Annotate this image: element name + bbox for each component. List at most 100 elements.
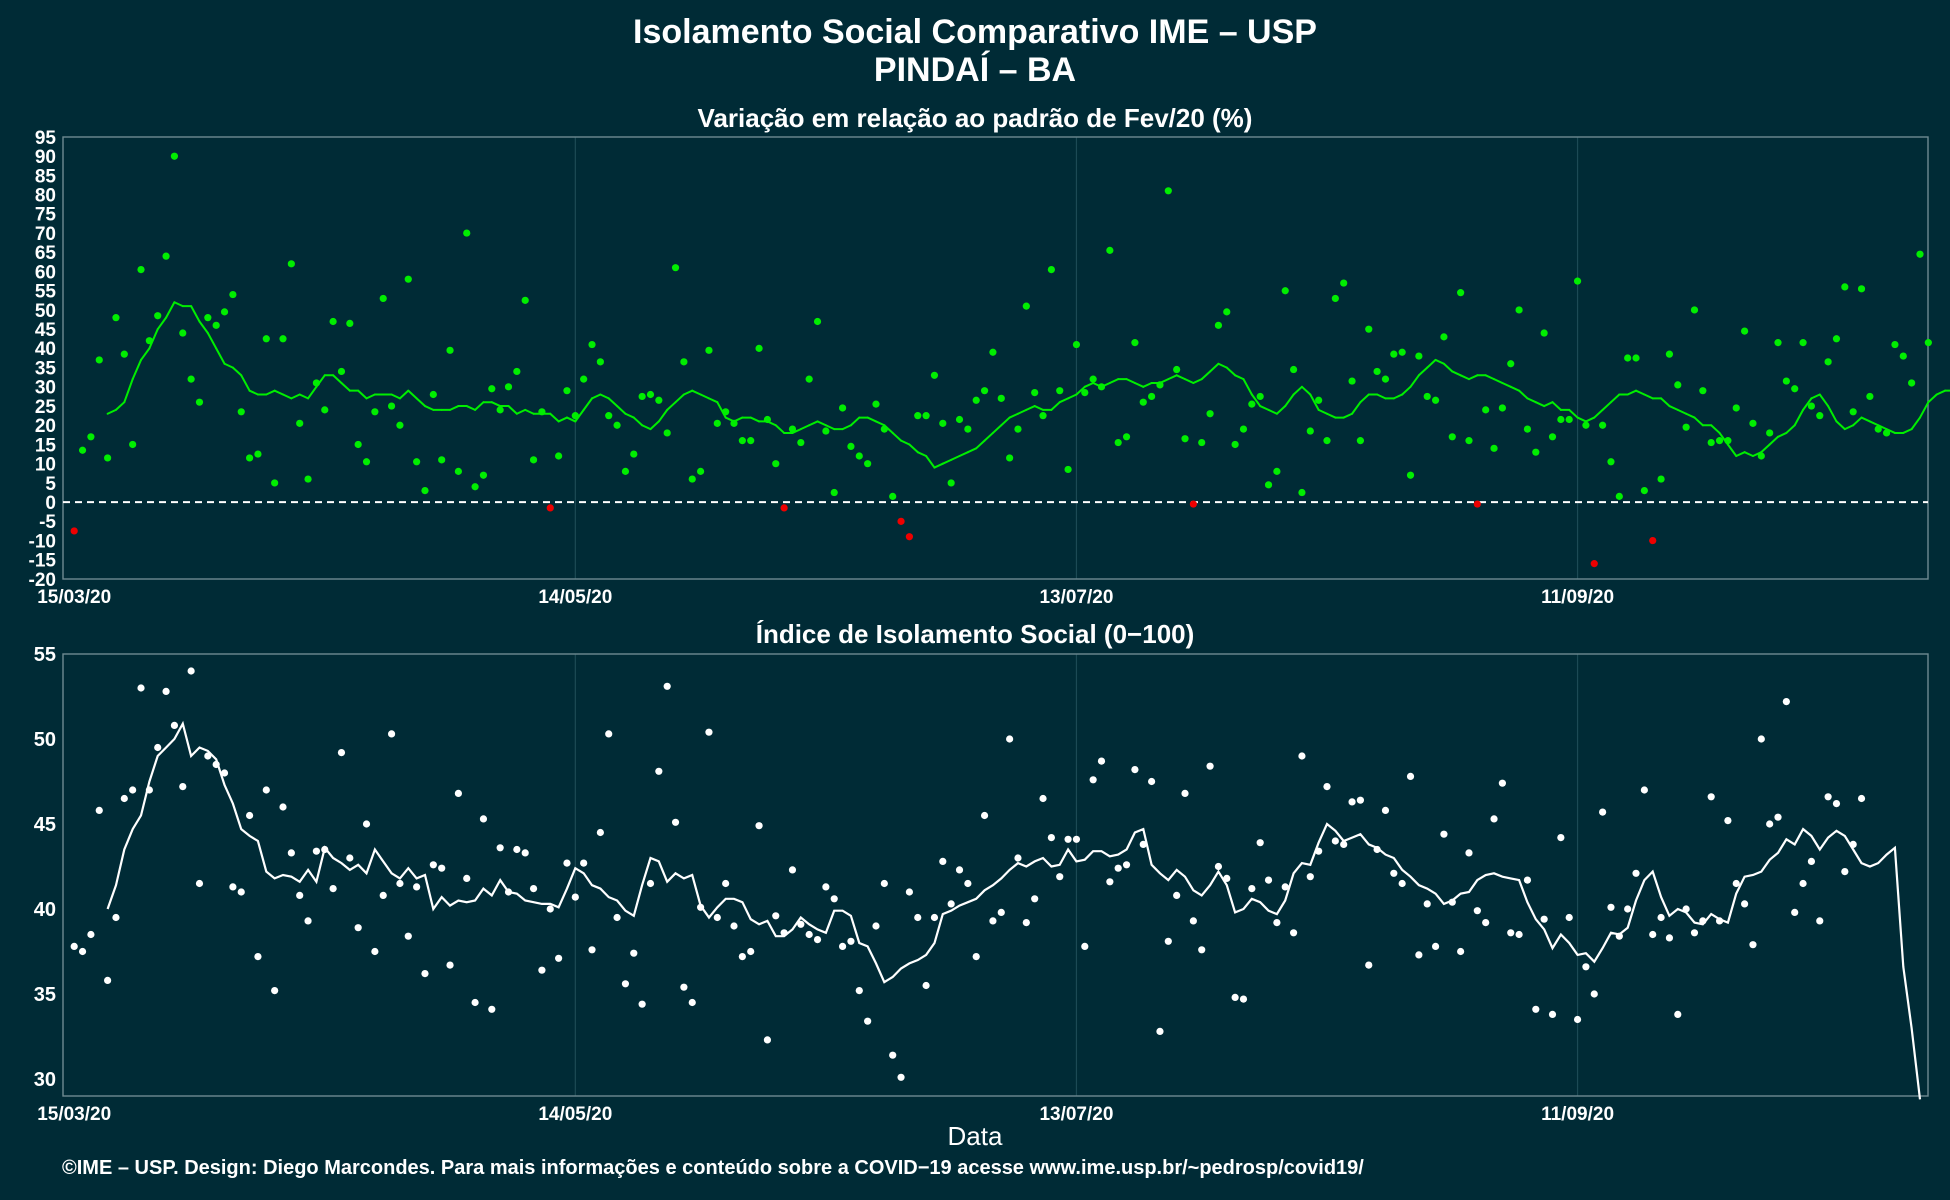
data-point	[1523, 425, 1532, 433]
data-point	[838, 942, 847, 951]
data-point	[1590, 990, 1598, 998]
data-point	[705, 346, 713, 354]
trend-line-segment	[1184, 378, 1195, 384]
data-point	[1832, 800, 1841, 808]
data-point	[1014, 425, 1022, 433]
trend-line-segment	[1918, 401, 1930, 419]
trend-line-segment	[1292, 385, 1303, 396]
data-point	[1632, 354, 1640, 362]
data-point	[1832, 335, 1841, 343]
trend-line-segment	[1827, 405, 1838, 423]
trend-line-segment	[774, 424, 786, 434]
trend-line-segment	[1342, 412, 1354, 419]
data-point	[87, 433, 95, 441]
data-point	[1039, 412, 1047, 420]
data-point	[1122, 861, 1131, 869]
data-point	[254, 953, 262, 961]
y-tick-label: 95	[35, 128, 57, 149]
data-point	[1849, 408, 1857, 416]
data-point	[538, 408, 546, 416]
trend-line-segment	[1710, 424, 1721, 434]
data-point	[1031, 895, 1039, 903]
data-point	[496, 844, 504, 852]
trend-line-segment	[666, 401, 677, 411]
trend-line-segment	[1726, 443, 1738, 458]
data-point	[1256, 392, 1264, 401]
data-point	[730, 419, 738, 427]
x-tick-label: 13/07/20	[1039, 1104, 1113, 1125]
y-tick-label: 10	[35, 455, 56, 476]
data-point	[1615, 932, 1623, 940]
data-point	[914, 913, 922, 922]
data-point	[1106, 246, 1114, 254]
y-tick-label: 25	[35, 397, 57, 418]
data-point	[1340, 840, 1348, 849]
trend-line-segment	[1927, 393, 1938, 404]
data-point	[195, 879, 204, 888]
data-point	[379, 294, 387, 303]
x-tick-label: 11/09/20	[1541, 587, 1614, 608]
data-point	[204, 752, 212, 760]
trend-line-segment	[1075, 385, 1086, 396]
data-point	[872, 400, 880, 408]
data-point	[1047, 834, 1055, 842]
data-point	[1164, 187, 1172, 195]
data-point	[1807, 402, 1816, 410]
trend-line-segment	[1576, 416, 1587, 423]
data-point	[1198, 946, 1206, 954]
data-point	[1457, 947, 1465, 956]
data-point	[1548, 433, 1557, 441]
data-point	[404, 275, 412, 283]
data-point	[1473, 500, 1481, 508]
data-point	[329, 885, 337, 893]
data-point	[1774, 813, 1782, 821]
data-point	[1490, 815, 1498, 823]
data-point	[947, 479, 955, 487]
trend-line-segment	[900, 439, 911, 446]
data-point	[1690, 306, 1699, 314]
data-point	[1256, 839, 1264, 847]
data-point	[1582, 963, 1590, 971]
trend-line-segment	[1067, 393, 1078, 400]
data-point	[154, 312, 162, 320]
data-point	[563, 859, 571, 867]
data-point	[120, 794, 128, 803]
data-point	[780, 504, 788, 512]
data-point	[1315, 396, 1323, 404]
data-point	[1423, 392, 1431, 401]
data-point	[429, 390, 437, 399]
data-point	[212, 760, 220, 769]
trend-line-segment	[106, 408, 117, 415]
trend-line-segment	[515, 408, 527, 415]
data-point	[905, 533, 914, 541]
data-point	[1381, 806, 1390, 815]
data-point	[705, 728, 713, 736]
trend-line-segment	[649, 420, 660, 431]
data-point	[1214, 321, 1223, 329]
data-point	[1248, 400, 1256, 408]
trend-line-segment	[975, 439, 986, 450]
data-point	[763, 1036, 772, 1044]
data-point	[1356, 796, 1365, 804]
data-point	[1223, 874, 1231, 883]
y-tick-label: 55	[35, 282, 57, 303]
data-point	[1457, 289, 1465, 297]
y-tick-label: 30	[35, 378, 56, 399]
data-point	[346, 854, 354, 862]
data-point	[1891, 340, 1899, 349]
data-point	[813, 936, 822, 944]
data-point	[1473, 907, 1481, 915]
data-point	[95, 356, 103, 364]
data-point	[1114, 864, 1122, 872]
data-point	[471, 483, 479, 491]
trend-line-segment	[916, 451, 928, 458]
trend-line-segment	[874, 420, 886, 427]
trend-line-segment	[1760, 443, 1771, 454]
data-point	[947, 900, 955, 908]
data-point	[529, 885, 538, 893]
plot-frame	[62, 653, 1929, 1097]
data-point	[479, 471, 488, 479]
data-point	[1757, 452, 1765, 460]
data-point	[1515, 306, 1523, 314]
y-tick-label: 55	[34, 644, 56, 666]
